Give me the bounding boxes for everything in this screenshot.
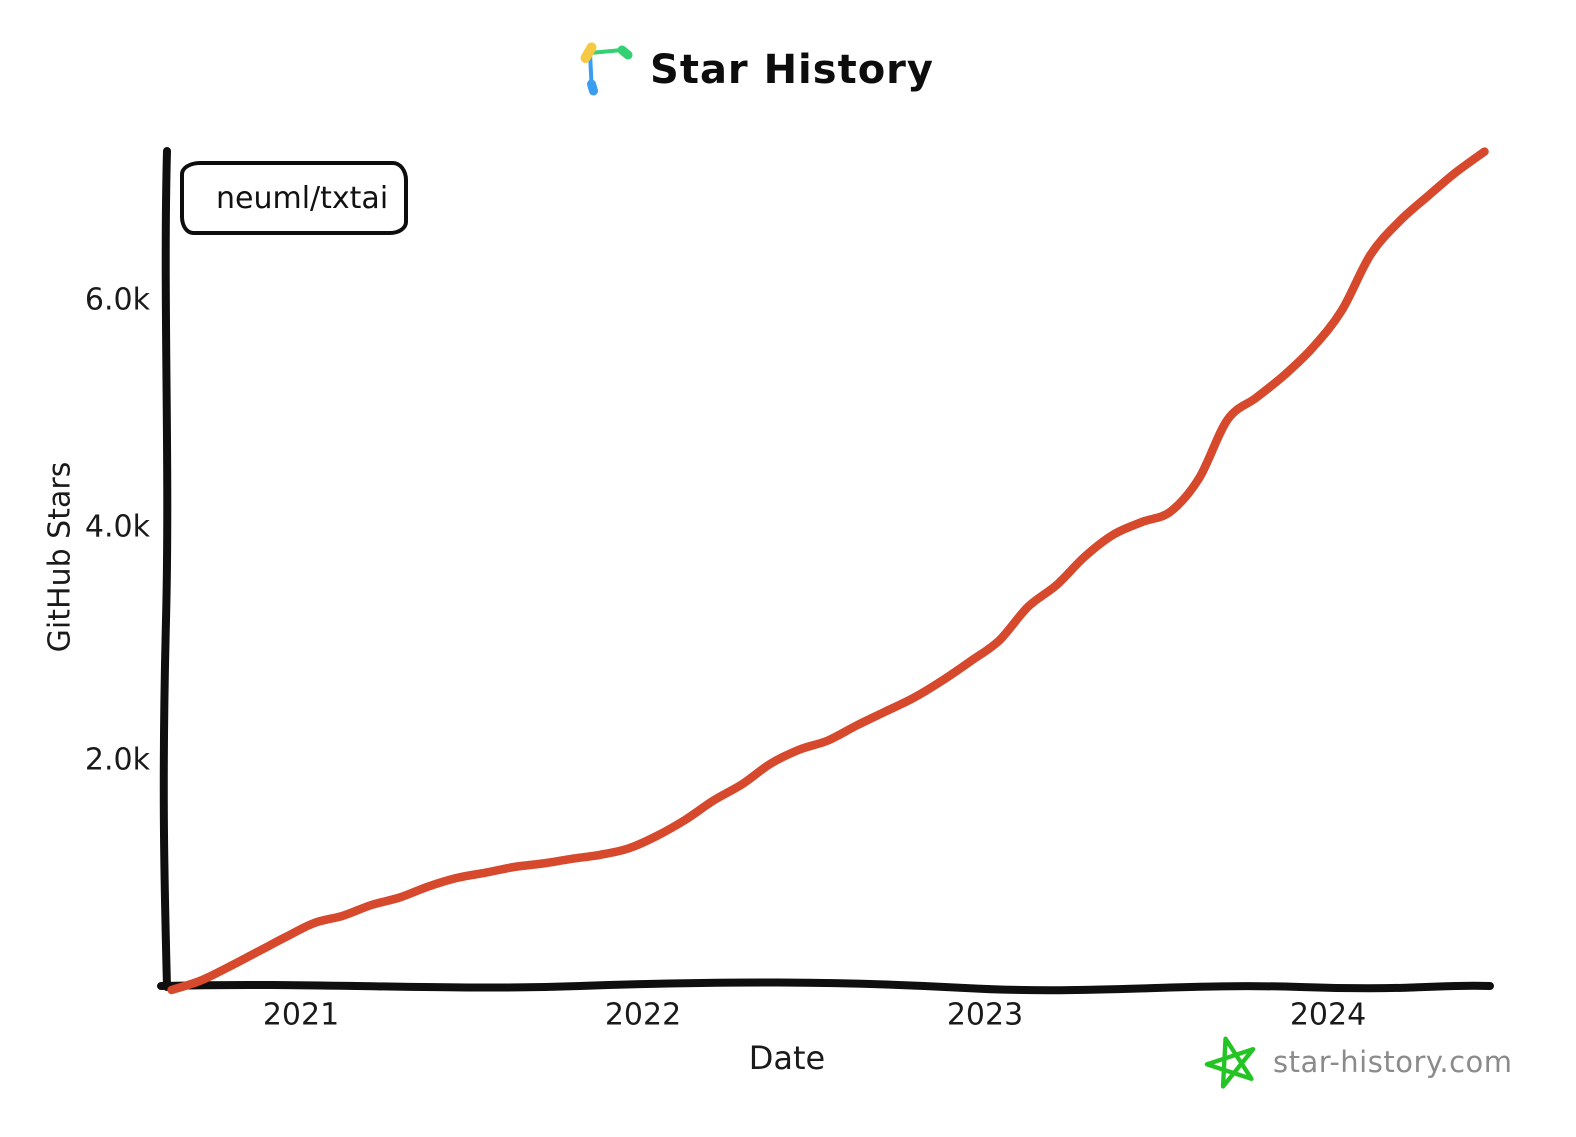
y-tick-4k: 4.0k [84, 509, 150, 545]
watermark-text: star-history.com [1273, 1045, 1513, 1079]
y-tick-6k: 6.0k [84, 282, 150, 318]
x-tick-2021: 2021 [262, 997, 340, 1033]
page-title-group: Star History [570, 38, 934, 102]
axes-logo-icon [580, 42, 633, 96]
x-tick-2024: 2024 [1289, 997, 1367, 1033]
page-title: Star History [650, 47, 934, 93]
watermark-link[interactable]: star-history.com [1203, 1032, 1513, 1092]
x-tick-2023: 2023 [946, 997, 1024, 1033]
y-axis-line [159, 147, 172, 991]
y-tick-2k: 2.0k [84, 742, 150, 778]
y-axis-title: GitHub Stars [42, 461, 78, 653]
x-tick-2022: 2022 [604, 997, 682, 1033]
legend[interactable]: neuml/txtai [180, 161, 408, 235]
x-axis-line [157, 978, 1494, 995]
legend-repo-label: neuml/txtai [216, 180, 389, 216]
series-line-neuml-txtai [167, 147, 1489, 995]
x-axis-title: Date [748, 1039, 826, 1077]
star-icon [1204, 1036, 1256, 1089]
